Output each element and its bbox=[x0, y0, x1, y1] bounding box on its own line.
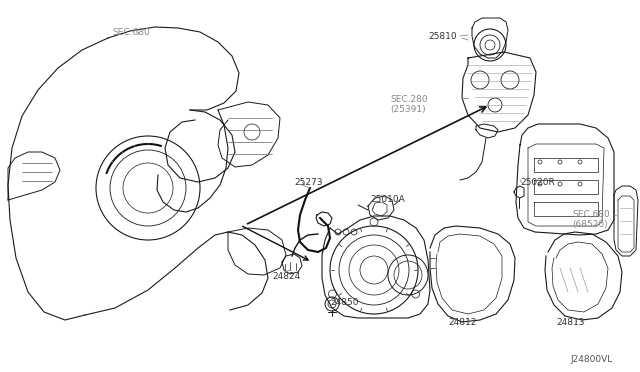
Text: 25273: 25273 bbox=[294, 178, 323, 187]
Text: (25391): (25391) bbox=[390, 105, 426, 114]
Text: 24812: 24812 bbox=[448, 318, 476, 327]
Text: 24824: 24824 bbox=[272, 272, 300, 281]
Text: 25020R: 25020R bbox=[520, 178, 555, 187]
Text: 25010A: 25010A bbox=[370, 195, 404, 204]
Text: 25810: 25810 bbox=[428, 32, 456, 41]
Text: J24800VL: J24800VL bbox=[570, 355, 612, 364]
Text: 24813: 24813 bbox=[556, 318, 584, 327]
Text: 24850: 24850 bbox=[330, 298, 358, 307]
Text: SEC.680: SEC.680 bbox=[572, 210, 610, 219]
Text: (68520): (68520) bbox=[572, 220, 607, 229]
Text: SEC.680: SEC.680 bbox=[112, 28, 150, 37]
Text: SEC.280: SEC.280 bbox=[390, 95, 428, 104]
